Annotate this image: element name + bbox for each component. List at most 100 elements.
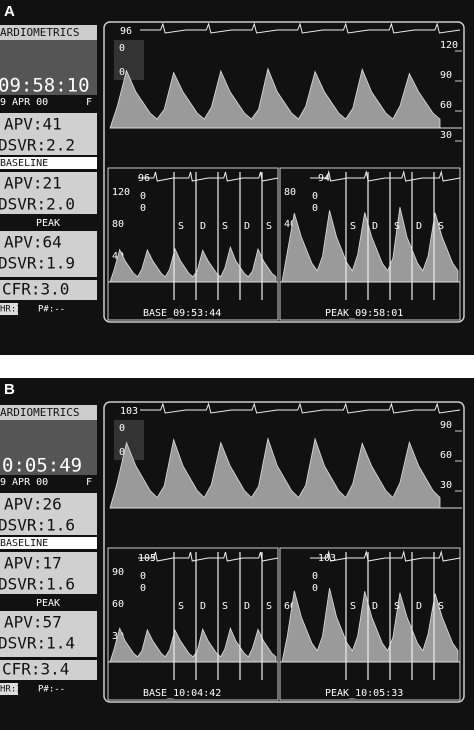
waveform (281, 207, 459, 283)
current-apv: APV:41 (4, 115, 62, 134)
current-dsvr: DSVR:2.2 (0, 136, 75, 155)
baseline-label: BASELINE (0, 538, 48, 549)
marker: 0 (119, 423, 125, 434)
date: 9 APR 00 (0, 477, 48, 488)
phase-letter: S (394, 601, 400, 612)
phase-letter: S (266, 601, 272, 612)
ecg-trace (138, 551, 279, 562)
split-caption: BASE_10:04:42 (143, 688, 221, 699)
marker-box (114, 40, 144, 80)
peak-label: PEAK (36, 598, 60, 609)
hr: HR:17 (0, 685, 27, 695)
label-strip (0, 157, 97, 169)
split-hr: 94 (318, 173, 330, 184)
baseline-apv: APV:17 (4, 554, 62, 573)
marker: 0 (312, 571, 318, 582)
scale-label: 90 (440, 420, 452, 431)
ecg-trace (140, 402, 461, 414)
ecg-trace (140, 22, 461, 34)
hr: HR:15 (0, 305, 27, 315)
split-frame (107, 547, 279, 701)
screen-frame (103, 401, 465, 703)
marker: 0 (312, 583, 318, 594)
scale-label: 90 (112, 567, 124, 578)
label-strip (0, 597, 97, 609)
waveform (109, 627, 277, 663)
panel-label: B (4, 381, 15, 398)
phase-letter: S (222, 601, 228, 612)
screen-frame (103, 21, 465, 323)
cfr: CFR:3.0 (2, 280, 69, 299)
phase-letter: S (178, 221, 184, 232)
time-box (0, 40, 97, 95)
top-hr: 96 (120, 26, 132, 37)
split-frame (107, 167, 279, 321)
sex: F (86, 477, 92, 488)
label-strip (0, 537, 97, 549)
peak-label: PEAK (36, 218, 60, 229)
waveform (109, 67, 441, 129)
time-box (0, 420, 97, 475)
scale-label: 30 (440, 480, 452, 491)
time: 09:58:10 (0, 75, 90, 97)
header: ARDIOMETRICS (0, 26, 79, 39)
split-caption: PEAK_10:05:33 (325, 688, 403, 699)
peak-dsvr: DSVR:1.4 (0, 634, 75, 653)
peak-apv: APV:57 (4, 613, 62, 632)
phase-letter: S (266, 221, 272, 232)
phase-letter: D (244, 601, 250, 612)
header-box (0, 405, 97, 420)
marker: 0 (140, 203, 146, 214)
scale-label: 60 (440, 450, 452, 461)
hr-box (0, 303, 18, 315)
waveform (109, 245, 277, 283)
ecg-trace (310, 170, 461, 182)
peak-box (0, 611, 97, 657)
ecg-trace (138, 171, 279, 182)
baseline-dsvr: DSVR:2.0 (0, 195, 75, 214)
split-frame (279, 547, 461, 701)
phase-letter: S (438, 601, 444, 612)
scale-label: 60 (440, 100, 452, 111)
scale-label: 40 (284, 219, 296, 230)
header: ARDIOMETRICS (0, 406, 79, 419)
pnum: P#:-- (38, 305, 65, 315)
cfr: CFR:3.4 (2, 660, 69, 679)
scale-label: 80 (112, 219, 124, 230)
peak-apv: APV:64 (4, 233, 62, 252)
peak-dsvr: DSVR:1.9 (0, 254, 75, 273)
header-box (0, 25, 97, 40)
phase-letter: D (416, 221, 422, 232)
ecg-trace (310, 550, 461, 562)
current-apv: APV:26 (4, 495, 62, 514)
cfr-box (0, 280, 97, 300)
marker: 0 (119, 43, 125, 54)
split-hr: 105 (138, 553, 156, 564)
sex: F (86, 97, 92, 108)
baseline-label: BASELINE (0, 158, 48, 169)
baseline-apv: APV:21 (4, 174, 62, 193)
phase-letter: D (200, 601, 206, 612)
label-strip (0, 217, 97, 229)
phase-letter: S (178, 601, 184, 612)
scale-label: 60 (284, 601, 296, 612)
waveform (281, 588, 459, 663)
phase-letter: S (438, 221, 444, 232)
phase-letter: D (244, 221, 250, 232)
marker: 0 (119, 447, 125, 458)
baseline-box (0, 172, 97, 214)
phase-letter: S (350, 601, 356, 612)
cfr-box (0, 660, 97, 680)
scale-label: 120 (440, 40, 458, 51)
marker: 0 (312, 191, 318, 202)
split-caption: PEAK_09:58:01 (325, 308, 403, 319)
split-hr: 103 (318, 553, 336, 564)
phase-letter: D (416, 601, 422, 612)
current-dsvr: DSVR:1.6 (0, 516, 75, 535)
phase-letter: S (394, 221, 400, 232)
scale-label: 60 (112, 599, 124, 610)
split-caption: BASE_09:53:44 (143, 308, 221, 319)
split-hr: 96 (138, 173, 150, 184)
phase-letter: S (222, 221, 228, 232)
